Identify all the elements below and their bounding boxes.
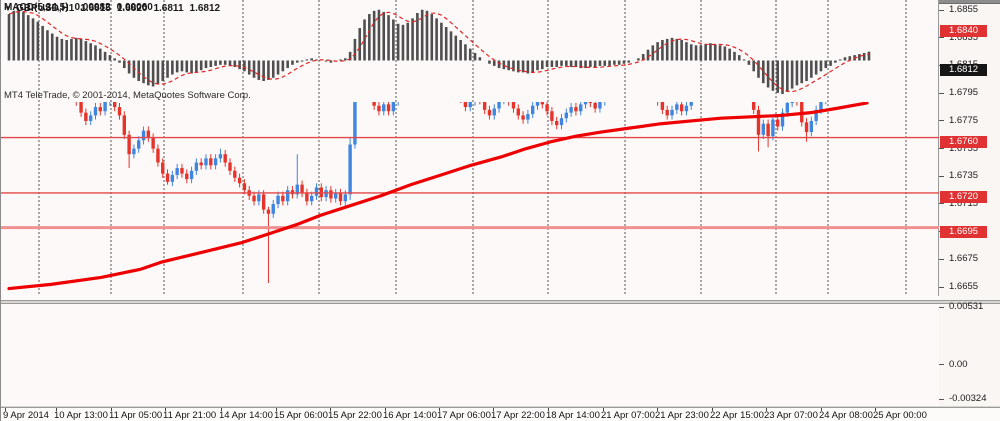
macd-histogram <box>7 9 871 94</box>
time-axis-tick <box>221 408 222 411</box>
current-price-badge: 1.6812 <box>940 63 987 76</box>
time-axis-tick <box>548 408 549 411</box>
time-axis-label: 22 Apr 15:00 <box>710 410 764 421</box>
price-axis-tick <box>939 120 944 122</box>
time-axis-label: 17 Apr 22:00 <box>491 410 545 421</box>
moving-average-line <box>7 101 869 291</box>
ohlc-close: 1.6812 <box>189 3 221 14</box>
time-axis-tick <box>821 408 822 411</box>
time-axis-tick <box>276 408 277 411</box>
time-axis-tick <box>385 408 386 411</box>
price-axis-tick <box>939 92 944 94</box>
price-axis-tick <box>939 258 944 260</box>
copyright-text: MT4 TeleTrade, © 2001-2014, MetaQuotes S… <box>4 90 251 101</box>
price-axis-label: 1.6715 <box>949 197 979 209</box>
time-axis-tick <box>56 408 57 411</box>
time-axis-label: 11 Apr 21:00 <box>163 410 217 421</box>
price-level-badge: 1.6720 <box>940 190 987 203</box>
price-axis-tick <box>939 9 944 11</box>
price-axis-tick <box>939 203 944 205</box>
time-axis-tick <box>712 408 713 411</box>
price-axis-tick <box>939 286 944 288</box>
price-axis-tick <box>939 37 944 39</box>
symbol-dropdown-arrow[interactable]: ▼ <box>4 4 12 13</box>
price-axis-label: 1.6855 <box>949 4 979 15</box>
time-axis-label: 9 Apr 2014 <box>3 410 49 421</box>
macd-axis[interactable]: 0.00531 0.00 -0.00324 <box>939 301 1000 406</box>
time-axis-tick <box>766 408 767 411</box>
macd-axis-label: 0.00531 <box>949 301 984 313</box>
price-level-badge: 1.6840 <box>940 24 987 37</box>
price-axis-label: 1.6735 <box>949 170 979 182</box>
macd-value: 0.00082 <box>74 2 111 13</box>
ohlc-low: 1.6811 <box>153 3 184 14</box>
macd-axis-label: -0.00324 <box>949 393 987 405</box>
time-axis-label: 10 Apr 13:00 <box>54 410 108 421</box>
time-axis-label: 15 Apr 06:00 <box>274 410 328 421</box>
time-axis-tick <box>330 408 331 411</box>
ohlc-high: 1.6820 <box>116 3 148 14</box>
time-axis-tick <box>657 408 658 411</box>
symbol-label: GBPUSD,H1 <box>15 3 75 14</box>
price-axis-label: 1.6795 <box>949 87 979 99</box>
price-axis-label: 1.6835 <box>949 31 979 43</box>
time-axis-tick <box>165 408 166 411</box>
time-axis-label: 14 Apr 14:00 <box>219 410 273 421</box>
macd-axis-tick <box>939 364 944 365</box>
macd-axis-tick <box>939 306 944 308</box>
time-axis-label: 18 Apr 14:00 <box>546 410 600 421</box>
time-axis-tick <box>111 408 112 411</box>
time-axis-label: 21 Apr 23:00 <box>655 410 709 421</box>
time-axis-label: 24 Apr 08:00 <box>819 410 873 421</box>
macd-panel: MACD(5,34,5) 0.00082 0.00060 MT4 TeleTrade… <box>1 0 939 102</box>
time-axis-label: 23 Apr 07:00 <box>764 410 818 421</box>
time-axis-label: 11 Apr 05:00 <box>109 410 163 421</box>
ohlc-open: 1.6815 <box>80 3 111 14</box>
time-axis-label: 15 Apr 22:00 <box>328 410 382 421</box>
chart-ohlc-header: ▼ GBPUSD,H1 1.6815 1.6820 1.6811 1.6812 <box>4 3 220 14</box>
time-axis-tick <box>493 408 494 411</box>
time-axis[interactable]: 9 Apr 2014 10 Apr 13:00 11 Apr 05:00 11 Apr… <box>1 408 1000 421</box>
bottom-separator <box>1 406 1000 408</box>
macd-axis-tick <box>939 398 944 400</box>
price-axis-label: 1.6655 <box>949 281 979 292</box>
price-axis-tick <box>939 148 944 149</box>
panel-separator[interactable] <box>1 300 1000 304</box>
macd-name: MACD(5,34,5) <box>4 2 69 13</box>
macd-axis-label: 0.00 <box>949 358 968 370</box>
time-axis-tick <box>439 408 440 411</box>
time-axis-tick <box>603 408 604 411</box>
time-axis-tick <box>875 408 876 411</box>
macd-chart-canvas[interactable] <box>1 0 939 102</box>
price-axis-label: 1.6755 <box>949 142 979 154</box>
price-axis-label: 1.6675 <box>949 253 979 265</box>
time-axis-label: 25 Apr 00:00 <box>873 410 927 421</box>
macd-header: MACD(5,34,5) 0.00082 0.00060 <box>4 2 153 13</box>
price-level-badge: 1.6760 <box>940 135 987 148</box>
time-axis-label: 17 Apr 06:00 <box>437 410 491 421</box>
price-axis-tick <box>939 175 944 177</box>
macd-signal-value: 0.00060 <box>116 2 153 13</box>
price-level-badge: 1.6695 <box>940 225 987 238</box>
time-axis-tick <box>5 408 6 411</box>
time-axis-label: 21 Apr 07:00 <box>601 410 655 421</box>
macd-signal-line <box>8 10 870 93</box>
time-axis-label: 16 Apr 14:00 <box>383 410 437 421</box>
price-axis[interactable]: 1.68551.68351.68151.67951.67751.67551.67… <box>939 4 1000 300</box>
price-axis-label: 1.6775 <box>949 114 979 126</box>
